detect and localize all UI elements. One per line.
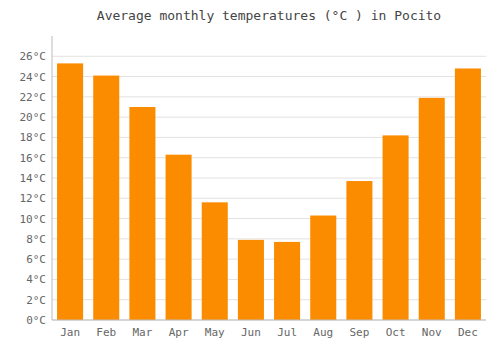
bar [346, 181, 372, 320]
y-tick-label: 20°C [20, 111, 47, 124]
bar [419, 98, 445, 320]
x-tick-label: Oct [386, 326, 406, 339]
y-tick-label: 2°C [26, 294, 46, 307]
bar [238, 240, 264, 320]
bar [383, 135, 409, 320]
x-axis-line [52, 320, 486, 321]
y-tick-label: 26°C [20, 50, 47, 63]
x-tick-label: May [205, 326, 225, 339]
y-tick-label: 14°C [20, 172, 47, 185]
x-tick-label: Apr [169, 326, 189, 339]
grid [52, 56, 486, 320]
bar [93, 76, 119, 320]
grid-line [52, 320, 486, 321]
y-tick-label: 10°C [20, 213, 47, 226]
title: Average monthly temperatures (°C ) in Po… [97, 8, 441, 23]
bar [57, 63, 83, 320]
chart-container: Average monthly temperatures (°C ) in Po… [0, 0, 500, 350]
bar [455, 68, 481, 320]
x-tick-label: Nov [422, 326, 442, 339]
x-tick-label: Dec [458, 326, 478, 339]
x-tick-label: Jul [277, 326, 297, 339]
x-tick-label: Jun [241, 326, 261, 339]
y-tick-label: 12°C [20, 192, 47, 205]
bars [57, 63, 481, 320]
y-tick-label: 22°C [20, 91, 47, 104]
chart: Average monthly temperatures (°C ) in Po… [0, 0, 500, 350]
y-tick-label: 24°C [20, 71, 47, 84]
bar [274, 242, 300, 320]
x-tick-label: Mar [132, 326, 152, 339]
y-tick-label: 0°C [26, 314, 46, 327]
x-tick-label: Sep [349, 326, 369, 339]
y-tick-label: 4°C [26, 273, 46, 286]
bar [202, 202, 228, 320]
bar [129, 107, 155, 320]
x-tick-label: Feb [96, 326, 116, 339]
bar [166, 155, 192, 320]
y-tick-label: 6°C [26, 253, 46, 266]
y-axis-line [52, 36, 53, 320]
y-tick-label: 18°C [20, 131, 47, 144]
y-tick-label: 16°C [20, 152, 47, 165]
y-tick-label: 8°C [26, 233, 46, 246]
x-tick-label: Aug [313, 326, 333, 339]
grid-line [52, 56, 486, 57]
x-tick-label: Jan [60, 326, 80, 339]
bar [310, 216, 336, 320]
